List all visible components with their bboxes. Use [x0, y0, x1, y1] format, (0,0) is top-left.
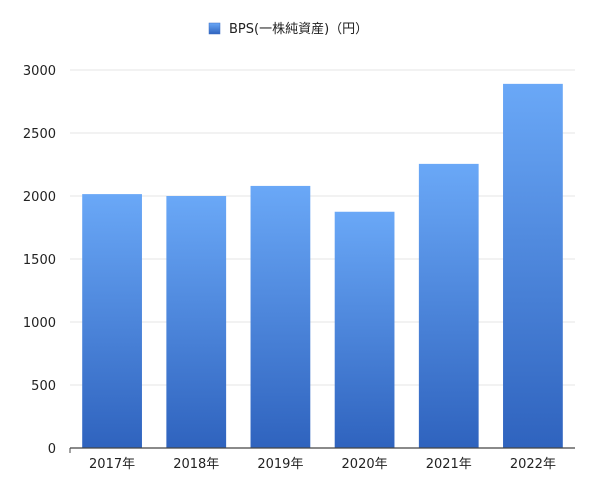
y-tick-label: 2000	[23, 190, 56, 205]
y-tick-label: 2500	[23, 127, 56, 142]
x-tick-label: 2022年	[510, 457, 556, 472]
bar	[418, 163, 479, 448]
legend: BPS(一株純資産)（円）	[208, 21, 368, 37]
x-tick-label: 2019年	[257, 457, 303, 472]
legend-label: BPS(一株純資産)（円）	[229, 21, 368, 37]
legend-swatch	[208, 22, 221, 35]
y-tick-label: 1500	[23, 253, 56, 268]
x-tick-label: 2021年	[426, 457, 472, 472]
y-tick-label: 1000	[23, 316, 56, 331]
x-tick-label: 2017年	[89, 457, 135, 472]
y-tick-label: 500	[31, 379, 56, 394]
y-tick-label: 3000	[23, 64, 56, 79]
x-tick-label: 2018年	[173, 457, 219, 472]
bar	[334, 211, 395, 448]
bar	[250, 185, 311, 449]
x-tick-label: 2020年	[342, 457, 388, 472]
bar	[166, 196, 227, 448]
bar	[82, 194, 142, 448]
bar	[503, 83, 563, 449]
y-tick-label: 0	[48, 442, 56, 457]
